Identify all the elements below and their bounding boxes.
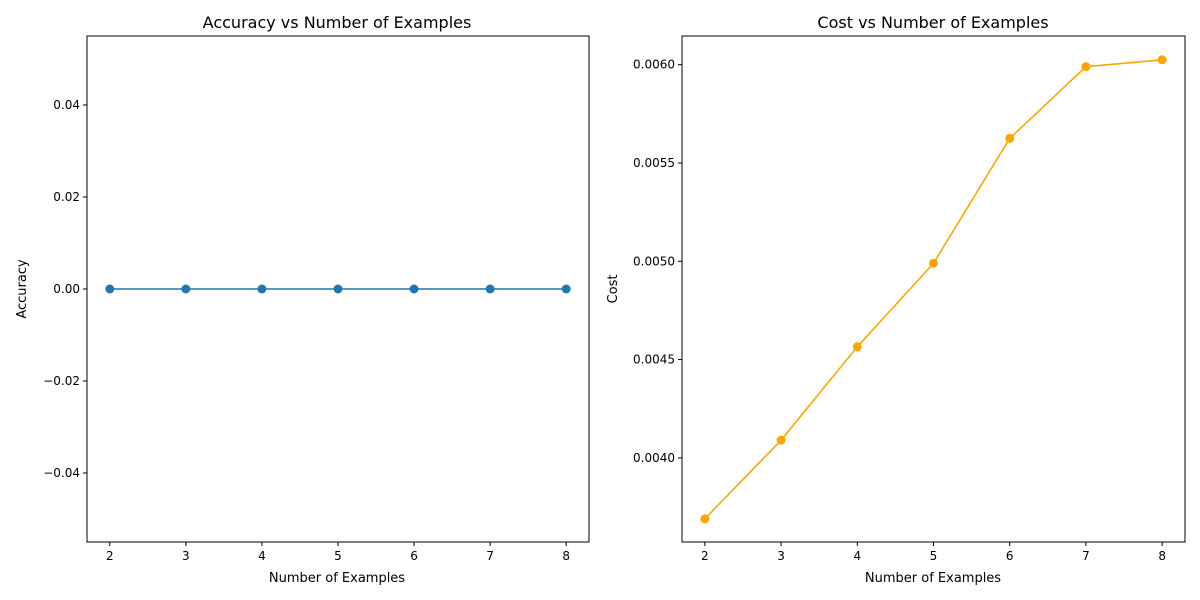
data-point <box>485 284 495 294</box>
plot-frame <box>86 35 590 543</box>
axis-ticks: 2 3 4 5 6 7 8 0.0040 0.0045 0.0050 0.0055 0.0060 <box>633 58 1166 563</box>
y-tick-label: 0.0060 <box>633 58 675 72</box>
x-axis-label: Number of Examples <box>865 571 1001 586</box>
data-point <box>1005 133 1015 143</box>
x-tick-label: 7 <box>1082 549 1090 563</box>
y-tick-label: 0.02 <box>53 190 80 204</box>
data-point <box>700 514 710 524</box>
x-tick-label: 8 <box>562 549 570 563</box>
series-line <box>704 58 1163 520</box>
x-tick-label: 6 <box>410 549 418 563</box>
x-tick-label: 4 <box>853 549 861 563</box>
data-point <box>1157 55 1167 65</box>
accuracy-chart: Accuracy vs Number of Examples Number of… <box>15 13 590 586</box>
y-tick-label: 0.00 <box>53 282 80 296</box>
data-point <box>409 284 419 294</box>
data-point <box>561 284 571 294</box>
plot-marks <box>700 55 1167 524</box>
chart-title: Cost vs Number of Examples <box>817 13 1048 32</box>
y-axis-label: Accuracy <box>15 259 30 319</box>
plot-marks <box>105 284 571 294</box>
x-axis-label: Number of Examples <box>269 571 405 586</box>
x-tick-label: 7 <box>486 549 494 563</box>
x-tick-label: 6 <box>1006 549 1014 563</box>
y-tick-label: 0.04 <box>53 98 80 112</box>
cost-chart: Cost vs Number of Examples Number of Exa… <box>606 13 1186 586</box>
data-point <box>776 435 786 445</box>
x-tick-label: 5 <box>334 549 342 563</box>
y-tick-label: −0.02 <box>43 374 80 388</box>
data-point <box>1081 62 1091 72</box>
y-axis-label: Cost <box>606 275 621 304</box>
y-tick-label: 0.0045 <box>633 353 675 367</box>
x-tick-label: 2 <box>106 549 114 563</box>
x-tick-label: 5 <box>930 549 938 563</box>
data-point <box>105 284 115 294</box>
data-point <box>852 342 862 352</box>
y-tick-label: 0.0040 <box>633 451 675 465</box>
x-tick-label: 3 <box>182 549 190 563</box>
y-tick-label: −0.04 <box>43 466 80 480</box>
x-tick-label: 3 <box>777 549 785 563</box>
data-point <box>181 284 191 294</box>
data-point <box>257 284 267 294</box>
y-tick-label: 0.0050 <box>633 254 675 268</box>
axis-ticks: 2 3 4 5 6 7 8 −0.04 −0.02 0.00 0.02 0.04 <box>43 98 570 563</box>
x-tick-label: 2 <box>701 549 709 563</box>
x-tick-label: 8 <box>1158 549 1166 563</box>
data-point <box>929 258 938 268</box>
data-point <box>333 284 343 294</box>
x-tick-label: 4 <box>258 549 266 563</box>
plot-frame <box>681 35 1186 543</box>
y-tick-label: 0.0055 <box>633 156 675 170</box>
chart-title: Accuracy vs Number of Examples <box>203 13 472 32</box>
